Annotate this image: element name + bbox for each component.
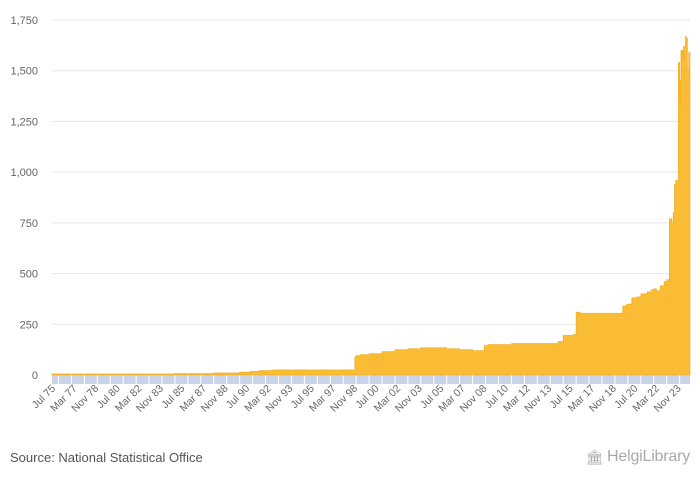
x-axis-band: [52, 375, 690, 384]
area-chart: 0 250 500 750 1,000 1,250 1,500 1,750 Jul 75Mar…: [10, 15, 691, 415]
brand-name: HelgiLibrary: [607, 448, 690, 465]
y-tick-label: 1,750: [10, 15, 38, 27]
y-tick-label: 750: [20, 218, 38, 230]
area-series: [51, 35, 691, 376]
y-tick-label: 0: [32, 370, 38, 382]
brand-logo: 🏛︎ HelgiLibrary: [585, 448, 690, 466]
building-columns-icon: 🏛︎: [585, 448, 604, 465]
source-note: Source: National Statistical Office: [10, 450, 203, 465]
y-tick-label: 500: [20, 269, 38, 281]
y-tick-label: 250: [20, 319, 38, 331]
x-axis-band-ticks: [57, 375, 681, 384]
y-tick-label: 1,250: [10, 116, 38, 128]
series-area: [51, 35, 691, 376]
grid-lines: [52, 19, 690, 376]
y-tick-label: 1,500: [10, 66, 38, 78]
y-axis: 0 250 500 750 1,000 1,250 1,500 1,750: [10, 15, 38, 382]
y-tick-label: 1,000: [10, 167, 38, 179]
